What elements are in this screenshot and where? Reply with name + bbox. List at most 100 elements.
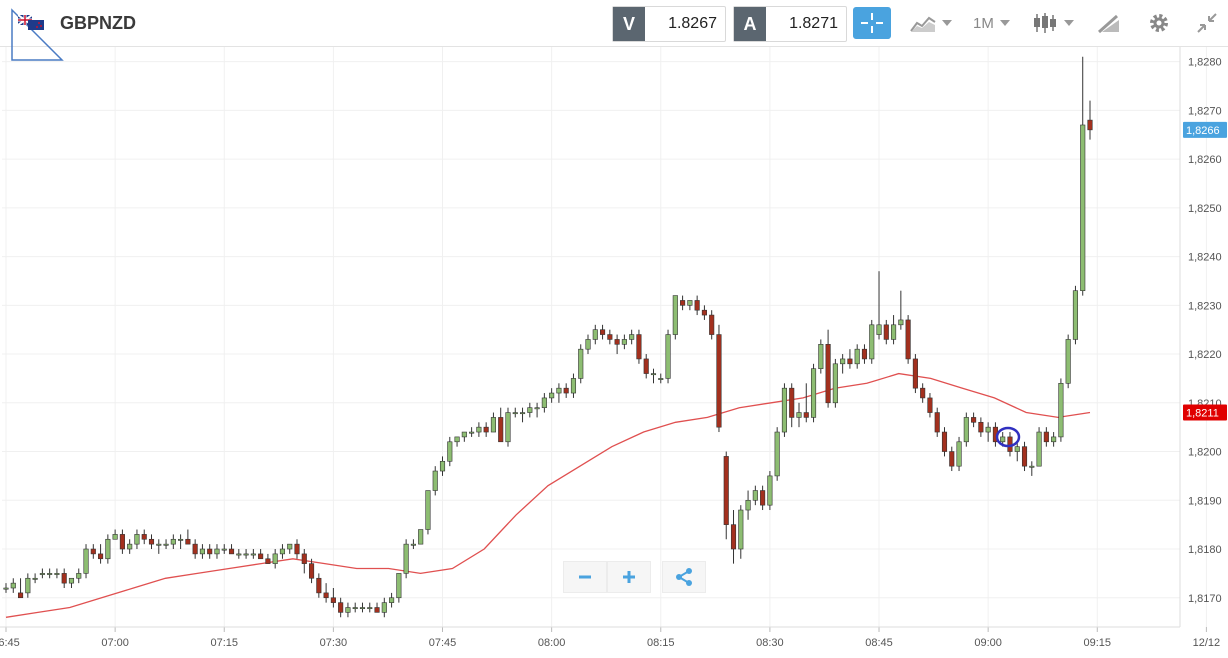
timeframe-label: 1M [973,14,994,32]
bull-candle-body [439,460,446,472]
candle [789,383,795,428]
bull-candle-body [1051,436,1057,443]
bull-candle-body [891,324,897,340]
candle [883,319,889,345]
candle [330,588,336,608]
bear-candle-body [912,358,918,389]
settings-button[interactable] [1147,9,1171,37]
candle [287,543,293,554]
bull-candle-body [469,431,475,434]
candle [141,529,147,545]
bull-candle-body [221,548,227,551]
sell-quote-button[interactable]: V 1.8267 [612,6,726,42]
crosshair-icon [861,13,883,33]
bear-candle-body [17,592,24,599]
zoom-in-button[interactable] [607,561,651,593]
bull-candle-body [272,553,278,564]
candle [279,544,286,559]
chart-type-button[interactable] [910,9,952,37]
candle [505,407,511,447]
candle [439,456,446,476]
last-price-tag-label: 1,8266 [1186,125,1220,137]
candle [17,578,24,599]
bear-candle-body [971,417,977,423]
share-button[interactable] [662,561,706,593]
bull-candle-body [156,543,162,546]
candle [723,451,729,540]
candle [309,558,315,584]
y-tick-label: 1,8280 [1188,57,1222,69]
bull-candle-body [127,543,133,550]
candle [228,544,235,555]
y-tick-label: 1,8270 [1188,105,1222,117]
candle [810,363,817,423]
bull-candle-body [39,573,45,575]
candle [680,295,686,311]
candle [483,422,489,437]
price-axis: 1,8280 1,8270 1,8260 1,8250 1,8240 1,8230 1,82… [1179,47,1222,627]
moving-average-tag-label: 1,8211 [1186,408,1219,420]
bear-candle-body [636,334,642,360]
bear-candle-body [760,490,766,506]
candle [730,510,737,564]
candle [803,383,809,423]
candle [359,602,366,613]
candle [1029,461,1035,476]
bear-candle-body [680,300,686,306]
bull-candle-body [425,490,431,530]
candle [39,568,45,579]
bull-candle-body [359,607,366,610]
candle [316,573,322,598]
bear-candle-body [498,417,504,443]
candle [199,544,205,559]
x-tick-label: 07:15 [210,637,238,649]
bear-candle-body [614,339,620,345]
selected-candle-marker [995,426,1021,448]
candle [1021,441,1028,472]
candle [207,544,213,559]
bull-candle-body [956,441,962,467]
candle [592,324,598,345]
bear-candle-body [374,607,380,613]
bull-candle-body [781,387,787,433]
bull-candle-body [1080,124,1086,291]
candle-style-button[interactable] [1032,9,1074,37]
bull-candle-body [629,334,635,340]
bull-candle-body [418,529,424,545]
bear-candle-body [803,412,809,418]
x-tick-label: 06:45 [0,637,20,649]
chart-grid [2,47,1207,627]
x-tick-label: 09:00 [974,637,1002,649]
buy-quote-button[interactable]: A 1.8271 [733,6,847,42]
candle [469,427,475,437]
moving-average-line [5,372,1091,618]
bull-candle-body [83,548,89,574]
candle [127,539,133,554]
timeframe-dropdown[interactable]: 1M [973,9,1010,37]
candle [767,471,773,511]
buy-label: A [734,7,766,41]
candlestick-icon [1034,13,1056,33]
zoom-out-button[interactable] [563,561,607,593]
bull-candle-body [32,577,38,580]
bull-candle-body [650,373,657,376]
drawing-tools-button[interactable] [1097,9,1121,37]
candle [570,373,577,398]
bear-candle-body [709,314,715,335]
candle [971,412,977,428]
area-chart-icon [910,16,936,32]
y-tick-label: 1,8230 [1188,300,1222,312]
collapse-button[interactable] [1196,9,1218,37]
bull-candle-body [541,397,547,408]
crosshair-button[interactable] [853,7,891,39]
bull-candle-body [1072,290,1079,340]
candle [738,505,744,559]
bull-candle-body [1014,446,1020,452]
candle [54,568,60,579]
candle [476,422,482,437]
candle [825,329,831,408]
bull-candle-body [658,378,664,380]
bull-candle-body [10,582,16,589]
price-chart[interactable]: 1,82801,82701,82601,82501,82401,82301,82… [0,47,1228,658]
candle [658,373,664,384]
